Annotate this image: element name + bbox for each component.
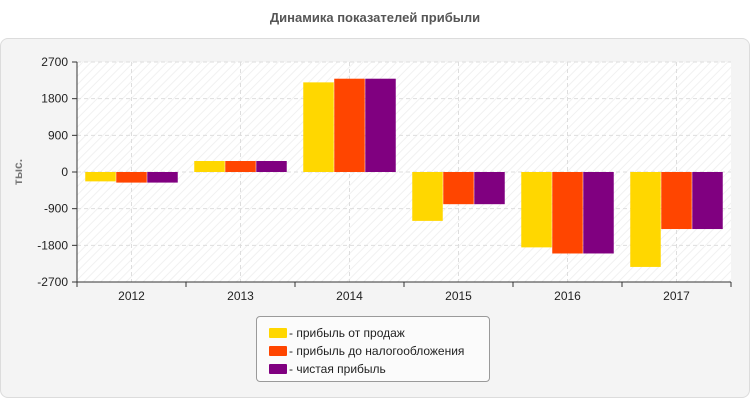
bar-2014-series-3 [365,78,396,172]
bar-2017-series-1 [630,172,661,267]
y-tick-label: 0 [61,165,68,179]
legend-swatch-sales-profit [269,328,287,338]
x-tick-label: 2015 [445,289,472,303]
legend-item-net-profit: - чистая прибыль [269,360,489,378]
bar-2014-series-1 [303,82,334,172]
chart-title: Динамика показателей прибыли [269,10,481,25]
bar-2016-series-3 [583,172,614,254]
legend: - прибыль от продаж - прибыль до налогоо… [256,316,490,382]
y-tick-label: 1800 [41,92,68,106]
bar-2013-series-3 [256,161,287,172]
y-tick-label: -900 [44,202,68,216]
bar-2013-series-1 [194,161,225,172]
bar-2015-series-3 [474,172,505,205]
bar-2017-series-2 [661,172,692,230]
legend-swatch-net-profit [269,364,287,374]
bar-2013-series-2 [225,161,256,172]
x-tick-label: 2016 [554,289,581,303]
y-tick-label: -2700 [37,275,68,289]
bar-2014-series-2 [334,78,365,172]
bar-2015-series-2 [443,172,474,205]
legend-swatch-pretax-profit [269,346,287,356]
bar-2012-series-3 [147,172,178,183]
bar-2012-series-2 [116,172,147,183]
y-tick-label: 900 [48,128,68,142]
bar-2012-series-1 [85,172,116,182]
bar-2015-series-1 [412,172,443,221]
bar-2016-series-1 [521,172,552,248]
legend-label-net-profit: - чистая прибыль [289,362,386,376]
x-tick-label: 2013 [227,289,254,303]
legend-item-pretax-profit: - прибыль до налогообложения [269,342,489,360]
x-tick-label: 2014 [336,289,363,303]
x-tick-label: 2012 [118,289,145,303]
y-tick-label: -1800 [37,238,68,252]
legend-label-pretax-profit: - прибыль до налогообложения [289,344,465,358]
legend-item-sales-profit: - прибыль от продаж [269,324,489,342]
x-tick-label: 2017 [663,289,690,303]
bar-2016-series-2 [552,172,583,254]
bar-2017-series-3 [692,172,723,230]
y-tick-label: 2700 [41,55,68,69]
legend-label-sales-profit: - прибыль от продаж [289,326,405,340]
y-axis-label: тыс. [11,159,25,185]
